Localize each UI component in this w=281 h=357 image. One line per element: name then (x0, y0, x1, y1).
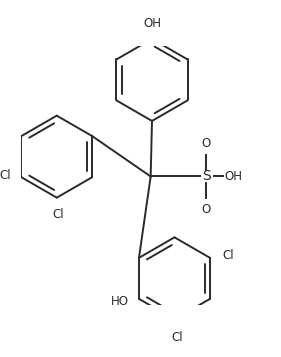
Text: Cl: Cl (222, 249, 234, 262)
Text: OH: OH (143, 17, 161, 30)
Text: Cl: Cl (0, 169, 11, 182)
Text: O: O (201, 203, 211, 216)
Text: HO: HO (110, 295, 128, 308)
Text: Cl: Cl (171, 331, 183, 344)
Text: OH: OH (225, 170, 243, 183)
Text: O: O (201, 137, 211, 150)
Text: S: S (202, 170, 210, 183)
Text: Cl: Cl (52, 208, 64, 221)
